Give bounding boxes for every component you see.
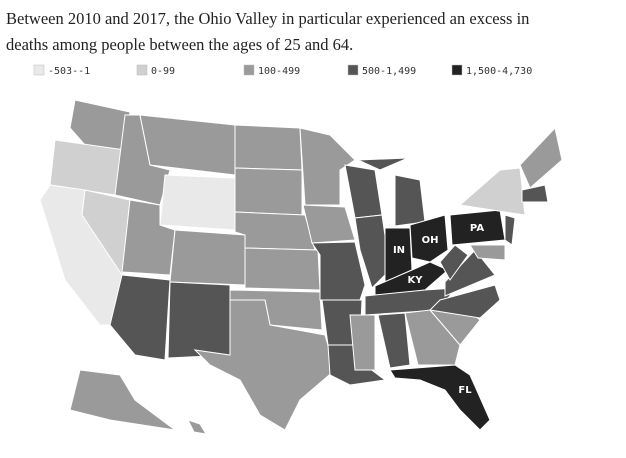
state — [439, 244, 469, 281]
state — [234, 211, 316, 251]
legend-label: 0-99 — [151, 66, 175, 77]
legend-label: -503--1 — [48, 66, 90, 77]
state — [349, 314, 376, 371]
state — [193, 299, 336, 431]
state — [354, 214, 391, 289]
state — [444, 249, 496, 297]
legend-swatch — [136, 64, 148, 76]
state — [69, 369, 176, 431]
state — [169, 229, 246, 286]
state — [234, 124, 303, 171]
state — [244, 247, 321, 291]
state — [302, 204, 356, 244]
state — [504, 214, 516, 246]
state — [458, 167, 526, 216]
states — [39, 99, 563, 435]
state — [344, 164, 383, 219]
legend-label: 1,500-4,730 — [466, 66, 532, 77]
legend-swatch — [243, 64, 255, 76]
state-label: KY — [408, 275, 424, 286]
state — [187, 419, 207, 435]
state-label: IN — [393, 245, 405, 256]
state — [377, 312, 411, 369]
state — [357, 157, 409, 171]
legend-swatch — [451, 64, 463, 76]
state — [428, 284, 501, 319]
legend: -503--1 0-99 100-499 500-1,499 1,500-4,730 — [33, 64, 532, 77]
legend-label: 500-1,499 — [362, 66, 416, 77]
state — [519, 126, 563, 189]
legend-swatch — [33, 64, 45, 76]
state — [311, 241, 366, 301]
state — [167, 281, 231, 359]
title: Between 2010 and 2017, the Ohio Valley i… — [6, 9, 530, 54]
state — [389, 364, 491, 431]
state — [234, 167, 303, 216]
state — [159, 174, 236, 231]
state — [404, 309, 461, 366]
state — [521, 184, 549, 203]
state — [469, 244, 506, 261]
state — [109, 274, 171, 361]
state-label: OH — [422, 235, 439, 246]
legend-swatch — [347, 64, 359, 76]
state — [409, 214, 449, 263]
state — [69, 99, 131, 151]
state-label: PA — [470, 223, 484, 234]
state — [139, 114, 236, 176]
state-label: FL — [458, 385, 472, 396]
legend-label: 100-499 — [258, 66, 300, 77]
state — [394, 174, 426, 227]
